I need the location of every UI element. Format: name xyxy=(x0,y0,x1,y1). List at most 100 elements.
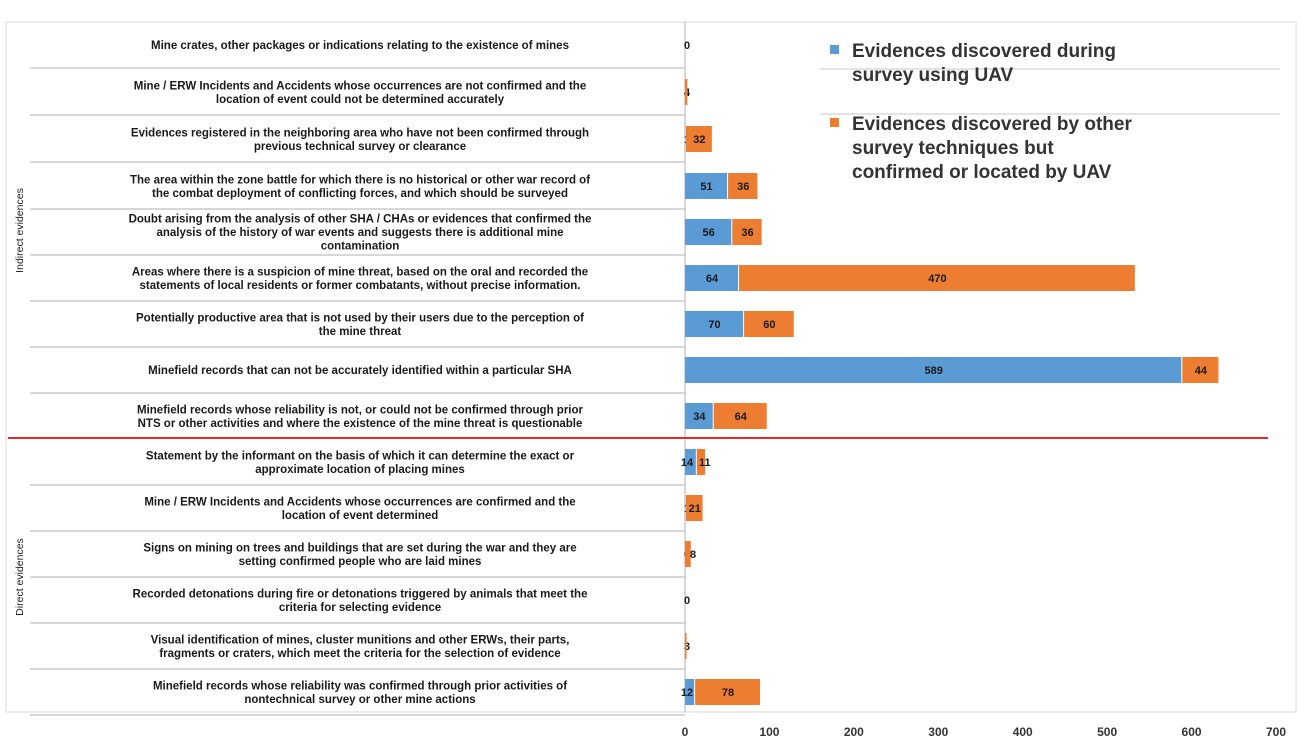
category-label-line: Recorded detonations during fire or deto… xyxy=(133,588,588,600)
category-label-line: Minefield records whose reliability was … xyxy=(153,680,567,692)
bar-segment-uav xyxy=(685,679,695,705)
legend-entry-line: confirmed or located by UAV xyxy=(852,162,1112,183)
category-label: Signs on mining on trees and buildings t… xyxy=(143,542,576,568)
category-label-line: Statement by the informant on the basis … xyxy=(146,450,575,462)
x-tick-label: 500 xyxy=(1097,725,1117,739)
category-label: Recorded detonations during fire or deto… xyxy=(133,588,588,614)
category-label-line: NTS or other activities and where the ex… xyxy=(138,418,583,430)
category-label: Statement by the informant on the basis … xyxy=(146,450,575,476)
category-label-line: previous technical survey or clearance xyxy=(254,141,466,153)
legend-entry-line: survey using UAV xyxy=(852,65,1014,86)
bar-value-label: 64 xyxy=(735,411,748,423)
category-label-line: Visual identification of mines, cluster … xyxy=(151,634,570,646)
category-label-line: Signs on mining on trees and buildings t… xyxy=(143,542,576,554)
bar-segment-other xyxy=(695,679,760,705)
legend-entry: Evidences discovered during survey using … xyxy=(852,41,1116,86)
category-label-line: Potentially productive area that is not … xyxy=(136,312,584,324)
category-label: Minefield records whose reliability is n… xyxy=(137,404,584,430)
category-label-line: The area within the zone battle for whic… xyxy=(130,174,590,186)
bar-value-label: 12 xyxy=(681,687,693,699)
bar-value-label: 70 xyxy=(708,319,720,331)
legend: Evidences discovered during survey using … xyxy=(830,41,1132,183)
bar-segment-uav xyxy=(685,357,1182,383)
category-label-line: Doubt arising from the analysis of other… xyxy=(129,214,592,226)
bar-segment-other xyxy=(685,495,703,521)
legend-entry-line: Evidences discovered by other xyxy=(852,114,1132,135)
category-label-line: statements of local residents or former … xyxy=(140,280,581,292)
category-label: Minefield records that can not be accura… xyxy=(148,365,572,377)
category-label-line: Minefield records that can not be accura… xyxy=(148,365,572,377)
x-tick-label: 400 xyxy=(1013,725,1033,739)
group-label: Direct evidences xyxy=(14,538,26,616)
category-label-line: Mine / ERW Incidents and Accidents whose… xyxy=(144,496,575,508)
x-tick-label: 300 xyxy=(928,725,948,739)
bar-value-label: 56 xyxy=(703,227,715,239)
category-label: Mine / ERW Incidents and Accidents whose… xyxy=(144,496,575,522)
x-tick-label: 0 xyxy=(682,725,689,739)
bar-value-label: 8 xyxy=(690,549,696,561)
bar-segment-uav xyxy=(685,311,744,337)
group-label: Indirect evidences xyxy=(14,188,26,273)
bar-value-label: 60 xyxy=(763,319,775,331)
bar-value-label: 3 xyxy=(684,641,690,653)
bar-segment-uav xyxy=(685,449,696,475)
category-label-line: fragments or craters, which meet the cri… xyxy=(159,648,560,660)
bar-segment-other xyxy=(685,541,691,567)
bar-segment-uav xyxy=(685,173,728,199)
bar-segment-other xyxy=(685,126,712,152)
bar-segment-other xyxy=(732,219,762,245)
x-tick-label: 100 xyxy=(759,725,779,739)
category-labels: Mine crates, other packages or indicatio… xyxy=(14,40,591,706)
category-label-line: location of event could not be determine… xyxy=(216,94,505,106)
category-label-line: Mine / ERW Incidents and Accidents whose… xyxy=(134,80,586,92)
row-separators xyxy=(8,22,1280,716)
legend-swatch xyxy=(830,45,839,54)
bar-value-label: 64 xyxy=(706,273,719,285)
x-tick-label: 700 xyxy=(1266,725,1286,739)
bar-value-label: 34 xyxy=(693,411,706,423)
bar-segment-uav xyxy=(685,219,732,245)
legend-entry: Evidences discovered by other survey tech… xyxy=(852,114,1132,183)
category-label-line: setting confirmed people who are laid mi… xyxy=(239,556,482,568)
bar-segment-other xyxy=(1182,357,1219,383)
category-label-line: location of event determined xyxy=(282,510,439,522)
category-label: Minefield records whose reliability was … xyxy=(153,680,567,706)
category-label: Visual identification of mines, cluster … xyxy=(151,634,570,660)
bar-value-label: 44 xyxy=(1195,365,1208,377)
bar-value-label: 0 xyxy=(684,595,690,607)
category-label: Doubt arising from the analysis of other… xyxy=(129,214,592,253)
category-label: Potentially productive area that is not … xyxy=(136,312,584,338)
legend-entry-line: Evidences discovered during xyxy=(852,41,1116,62)
x-tick-label: 600 xyxy=(1182,725,1202,739)
category-label-line: criteria for selecting evidence xyxy=(279,602,441,614)
category-label: Mine / ERW Incidents and Accidents whose… xyxy=(134,80,586,106)
bar-segment-other xyxy=(744,311,794,337)
bar-value-label: 78 xyxy=(722,687,734,699)
category-label-line: nontechnical survey or other mine action… xyxy=(244,694,475,706)
category-label-line: the mine threat xyxy=(319,326,402,338)
bar-segment-other xyxy=(713,403,767,429)
chart-frame xyxy=(5,21,1297,713)
category-label-line: Minefield records whose reliability is n… xyxy=(137,404,584,416)
bar-segment-other xyxy=(728,173,758,199)
bar-value-label: 589 xyxy=(924,365,942,377)
bar-segment-other xyxy=(739,265,1135,291)
bar-value-label: 470 xyxy=(928,273,946,285)
bars: 0413251365636644707060589443464141112108… xyxy=(681,40,1219,705)
bar-value-label: 36 xyxy=(737,181,749,193)
category-label-line: analysis of the history of war events an… xyxy=(156,227,563,239)
category-label-line: approximate location of placing mines xyxy=(255,464,465,476)
bar-segment-uav xyxy=(685,265,739,291)
category-label-line: Mine crates, other packages or indicatio… xyxy=(151,40,569,52)
bar-value-label: 21 xyxy=(689,503,701,515)
bar-value-label: 4 xyxy=(684,87,691,99)
category-label: Areas where there is a suspicion of mine… xyxy=(132,266,588,292)
category-label: Mine crates, other packages or indicatio… xyxy=(151,40,569,52)
bar-value-label: 0 xyxy=(684,40,690,52)
category-label: Evidences registered in the neighboring … xyxy=(131,127,589,153)
x-axis: 0 100 200 300 400 500 600 700 xyxy=(682,725,1287,739)
category-label-line: Evidences registered in the neighboring … xyxy=(131,127,589,139)
legend-entry-line: survey techniques but xyxy=(852,138,1054,159)
bar-segment-other xyxy=(696,449,706,475)
